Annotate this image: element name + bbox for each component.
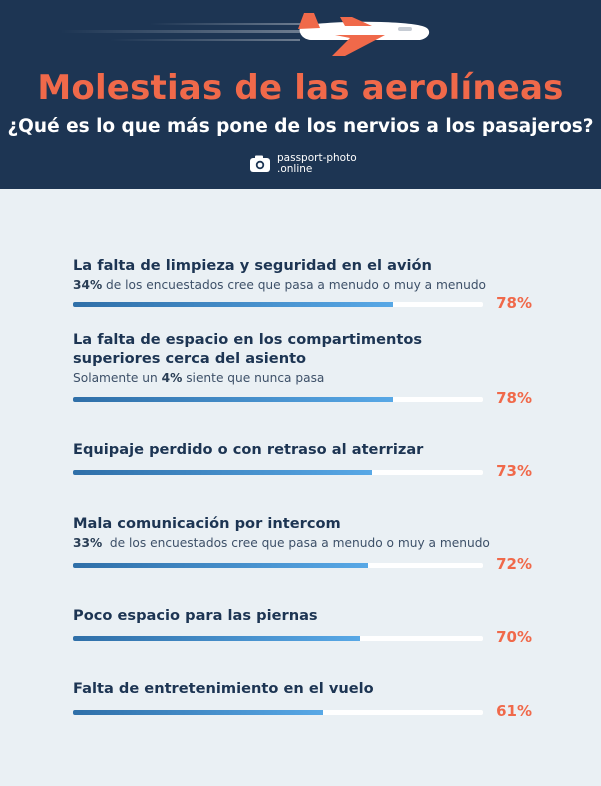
value-label: 61%	[496, 702, 532, 720]
airplane-icon	[60, 13, 430, 56]
item-note: 33% de los encuestados cree que pasa a m…	[73, 534, 543, 552]
chart-item: Falta de entretenimiento en el vuelo	[73, 679, 533, 698]
note-bold: 4%	[161, 371, 183, 385]
bar	[73, 710, 324, 715]
note-text: siente que nunca pasa	[182, 371, 325, 385]
camera-icon	[250, 155, 270, 172]
bar	[73, 470, 373, 475]
bar-track	[73, 636, 483, 641]
value-label: 73%	[496, 462, 532, 480]
bar	[73, 636, 360, 641]
item-note: Solamente un 4% siente que nunca pasa	[73, 369, 533, 387]
value-label: 70%	[496, 628, 532, 646]
bar	[73, 397, 393, 402]
value-label: 78%	[496, 294, 532, 312]
item-label: Falta de entretenimiento en el vuelo	[73, 680, 374, 697]
chart-item: La falta de limpieza y seguridad en el a…	[73, 256, 533, 294]
note-text: de los encuestados cree que pasa a menud…	[102, 536, 490, 550]
note-text: de los encuestados cree que pasa a menud…	[102, 278, 487, 292]
note-bold: 34%	[73, 278, 103, 292]
item-label: Poco espacio para las piernas	[73, 607, 318, 624]
page-title: Molestias de las aerolíneas	[37, 68, 564, 108]
brand-logo: passport-photo .online	[249, 153, 357, 175]
page-subtitle: ¿Qué es lo que más pone de los nervios a…	[7, 116, 594, 137]
bar	[73, 563, 369, 568]
value-label: 78%	[496, 389, 532, 407]
chart-item: Poco espacio para las piernas	[73, 606, 533, 625]
item-label: La falta de limpieza y seguridad en el a…	[73, 257, 432, 274]
bar-track	[73, 470, 483, 475]
note-bold: 33%	[73, 536, 103, 550]
note-pre: Solamente un	[73, 371, 162, 385]
chart-item: Equipaje perdido o con retraso al aterri…	[73, 440, 533, 459]
bar-track	[73, 710, 483, 715]
value-label: 72%	[496, 555, 532, 573]
header-banner: Molestias de las aerolíneas ¿Qué es lo q…	[0, 0, 601, 189]
bar-track	[73, 397, 483, 402]
logo-text-line1: passport-photo	[277, 152, 357, 164]
logo-text-line2: .online	[277, 163, 313, 175]
item-label: Mala comunicación por intercom	[73, 515, 341, 532]
item-label: La falta de espacio en los compartimento…	[73, 331, 423, 367]
bar	[73, 302, 393, 307]
item-note: 34% de los encuestados cree que pasa a m…	[73, 276, 533, 294]
bar-track	[73, 302, 483, 307]
item-label: Equipaje perdido o con retraso al aterri…	[73, 441, 424, 458]
chart-item: La falta de espacio en los compartimento…	[73, 330, 533, 387]
bar-track	[73, 563, 483, 568]
chart-item: Mala comunicación por intercom 33% de lo…	[73, 514, 533, 552]
